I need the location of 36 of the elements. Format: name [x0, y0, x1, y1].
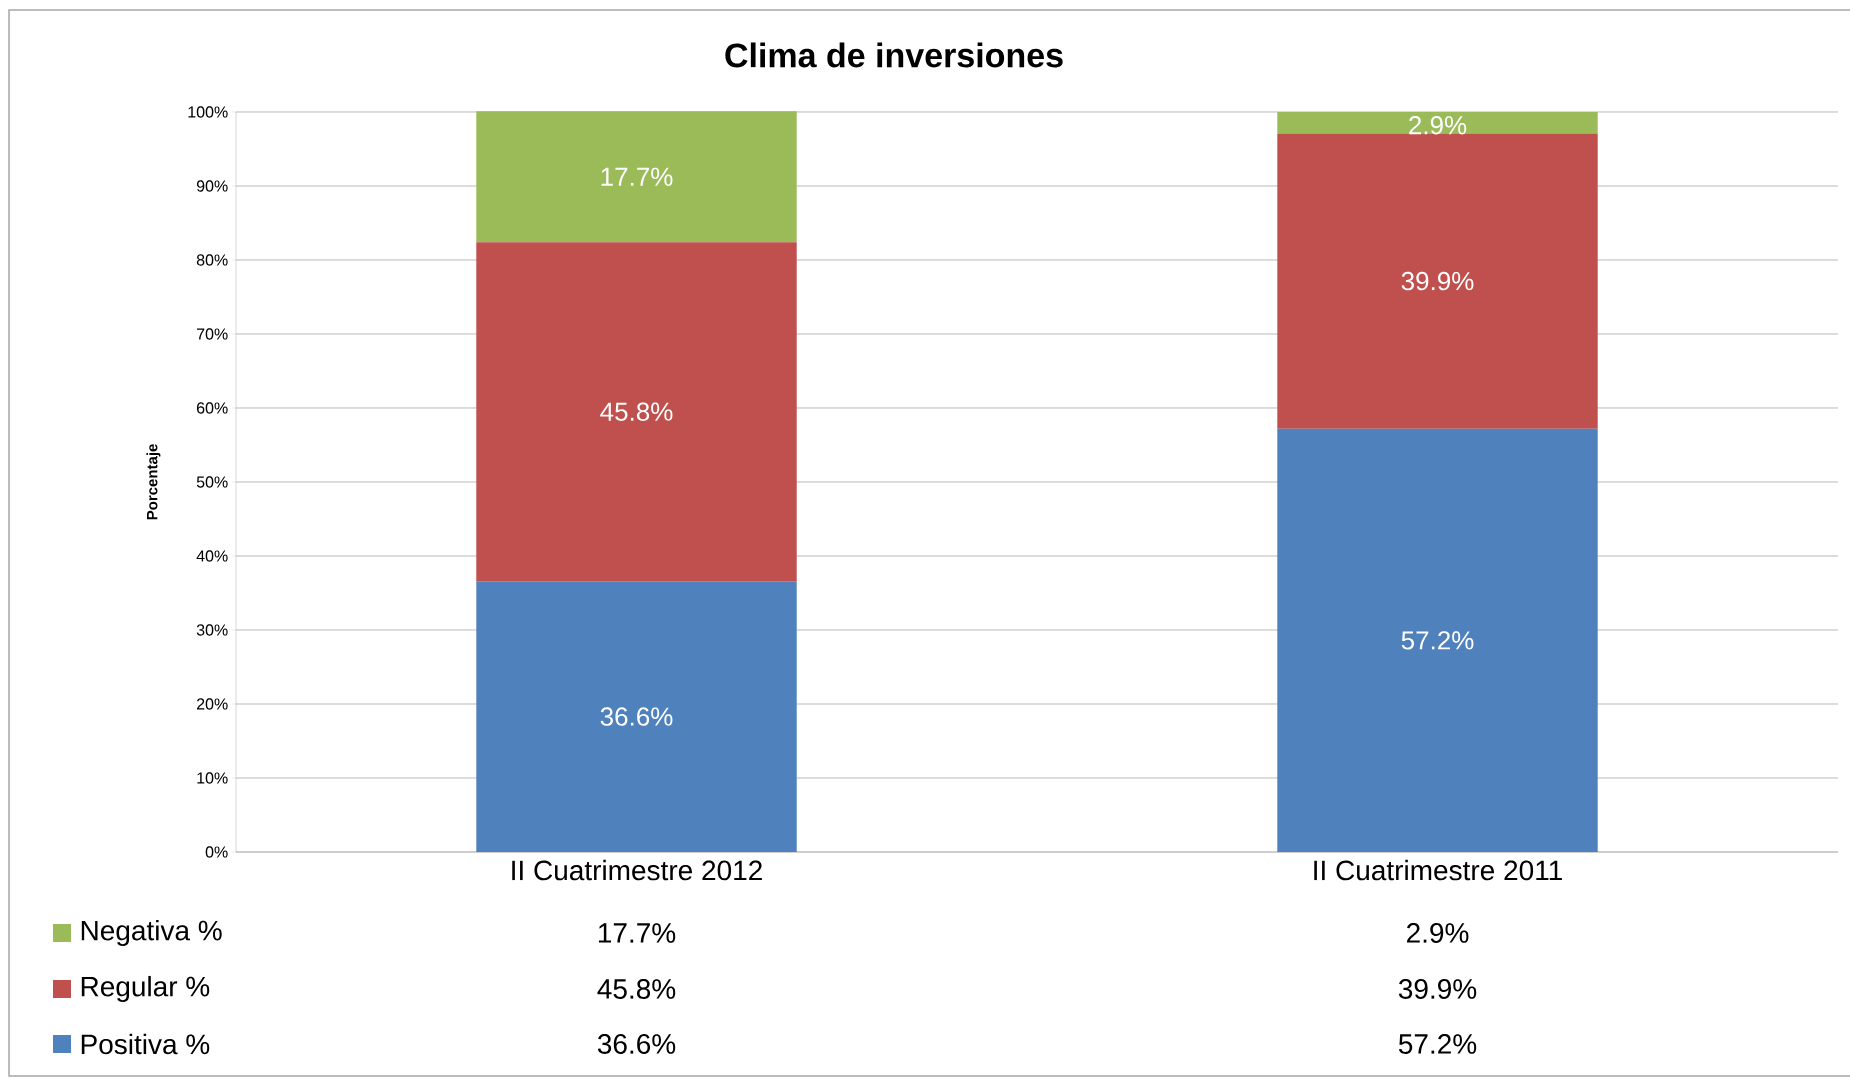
- y-tick-label: 40%: [196, 550, 228, 562]
- data-label: 2.9%: [1407, 923, 1469, 943]
- data-label: 57.2%: [1398, 1034, 1477, 1054]
- legend-label: Negativa %: [81, 919, 222, 947]
- text: 2.9%: [1409, 116, 1467, 135]
- text: 57.2%: [1401, 631, 1474, 650]
- bar: [1277, 428, 1598, 852]
- text: 39.9%: [1401, 271, 1474, 291]
- y-tick-label: 0%: [205, 846, 228, 858]
- y-tick-label: 60%: [197, 402, 228, 414]
- data-label: 45.8%: [597, 979, 676, 999]
- y-tick-label: 70%: [197, 328, 228, 340]
- y-tick-label: 20%: [196, 698, 228, 710]
- y-tick-label: 30%: [196, 624, 228, 636]
- y-tick-label: 100%: [188, 106, 228, 118]
- bar: [476, 581, 797, 852]
- data-label: 39.9%: [1398, 979, 1477, 999]
- y-tick-label: 50%: [196, 476, 228, 488]
- text: 17.7%: [601, 167, 673, 186]
- bar: [1277, 133, 1598, 429]
- text: 45.8%: [600, 402, 673, 421]
- y-tick-label: 10%: [197, 772, 228, 784]
- bar: [1277, 111, 1598, 134]
- y-tick-label: 80%: [196, 254, 228, 266]
- data-label: 36.6%: [597, 1034, 676, 1054]
- text: 36.6%: [600, 707, 673, 726]
- x-tick-label: II Cuatrimestre 2011: [1314, 859, 1562, 881]
- legend-label: Positiva %: [81, 1033, 210, 1055]
- legend-label: Regular %: [81, 975, 210, 1003]
- bar: [476, 242, 797, 582]
- y-tick-label: 90%: [196, 180, 228, 192]
- data-label: 17.7%: [598, 923, 676, 943]
- y-axis-title: Porcentaje: [146, 444, 161, 520]
- x-tick-label: II Cuatrimestre 2012: [512, 859, 762, 881]
- chart-title: Clima de inversiones: [725, 42, 1063, 68]
- bar: [476, 111, 797, 243]
